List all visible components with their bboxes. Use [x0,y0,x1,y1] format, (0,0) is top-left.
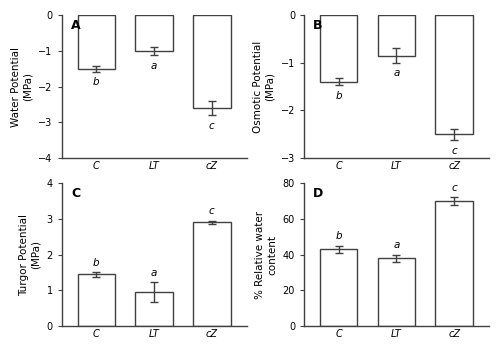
Bar [136,292,173,326]
Text: b: b [336,91,342,101]
Y-axis label: Turgor Potential
(MPa): Turgor Potential (MPa) [19,214,41,296]
Text: c: c [452,183,457,193]
Bar [320,15,358,82]
Bar [378,258,415,326]
Text: a: a [394,240,400,250]
Text: b: b [93,258,100,267]
Text: a: a [151,268,158,278]
Y-axis label: % Relative water
content: % Relative water content [256,211,277,299]
Text: a: a [394,69,400,78]
Text: C: C [71,188,80,201]
Bar [378,15,415,56]
Text: c: c [209,121,214,131]
Bar [136,15,173,51]
Text: D: D [314,188,324,201]
Text: c: c [452,146,457,156]
Text: A: A [71,19,81,33]
Bar [193,15,230,108]
Bar [436,15,473,134]
Bar [436,201,473,326]
Text: B: B [314,19,323,33]
Bar [320,249,358,326]
Text: a: a [151,61,158,71]
Text: b: b [336,231,342,242]
Y-axis label: Water Potential
(MPa): Water Potential (MPa) [11,47,32,127]
Y-axis label: Osmotic Potential
(MPa): Osmotic Potential (MPa) [254,41,275,133]
Text: c: c [209,206,214,216]
Text: b: b [93,77,100,87]
Bar [78,274,115,326]
Bar [193,223,230,326]
Bar [78,15,115,69]
